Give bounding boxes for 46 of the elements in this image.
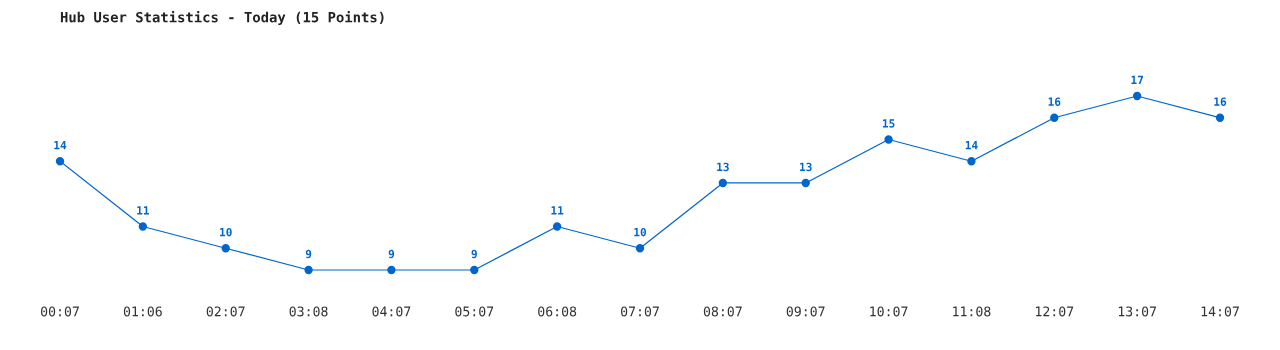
x-tick-label: 10:07 bbox=[870, 306, 908, 317]
data-label: 9 bbox=[305, 249, 312, 259]
point bbox=[552, 222, 562, 231]
data-label: 14 bbox=[965, 141, 978, 150]
point bbox=[221, 244, 230, 253]
x-tick-label: 08:07 bbox=[703, 306, 742, 317]
x-tick-label: 02:07 bbox=[206, 306, 245, 317]
chart-title: Hub User Statistics - Today (15 Points) bbox=[60, 10, 384, 26]
x-tick-label: 14:07 bbox=[1201, 306, 1239, 317]
data-label: 10 bbox=[220, 227, 232, 237]
data-label: 11 bbox=[551, 206, 564, 215]
data-label: 14 bbox=[54, 141, 67, 150]
data-label: 9 bbox=[471, 249, 477, 259]
point bbox=[387, 265, 396, 275]
point bbox=[801, 178, 810, 188]
x-tick-label: 11:08 bbox=[953, 306, 991, 317]
x-tick-label: 06:08 bbox=[538, 306, 577, 317]
data-label: 11 bbox=[137, 206, 150, 215]
point bbox=[55, 157, 65, 166]
point bbox=[884, 135, 893, 144]
x-tick-label: 07:07 bbox=[621, 306, 659, 317]
data-label: 16 bbox=[1214, 97, 1227, 106]
x-tick-label: 12:07 bbox=[1036, 306, 1074, 317]
point bbox=[967, 157, 976, 166]
x-tick-label: 09:07 bbox=[786, 306, 825, 317]
point bbox=[718, 178, 728, 188]
x-tick-label: 01:06 bbox=[123, 306, 162, 317]
x-tick-label: 03:08 bbox=[289, 306, 328, 317]
point bbox=[1132, 91, 1142, 101]
point bbox=[635, 244, 645, 253]
data-label: 13 bbox=[717, 162, 729, 172]
x-tick-label: 05:07 bbox=[455, 306, 494, 317]
point bbox=[1215, 113, 1225, 122]
x-tick-label: 00:07 bbox=[41, 306, 79, 317]
x-tick-label: 13:07 bbox=[1118, 306, 1157, 317]
data-label: 13 bbox=[800, 162, 812, 172]
point bbox=[1050, 113, 1059, 122]
data-label: 15 bbox=[882, 119, 895, 128]
data-label: 9 bbox=[388, 249, 395, 259]
point bbox=[138, 222, 148, 231]
point bbox=[470, 265, 479, 275]
point bbox=[304, 265, 313, 275]
data-label: 17 bbox=[1131, 75, 1143, 84]
data-label: 16 bbox=[1048, 97, 1061, 106]
x-tick-label: 04:07 bbox=[372, 306, 411, 317]
data-label: 10 bbox=[634, 227, 647, 237]
